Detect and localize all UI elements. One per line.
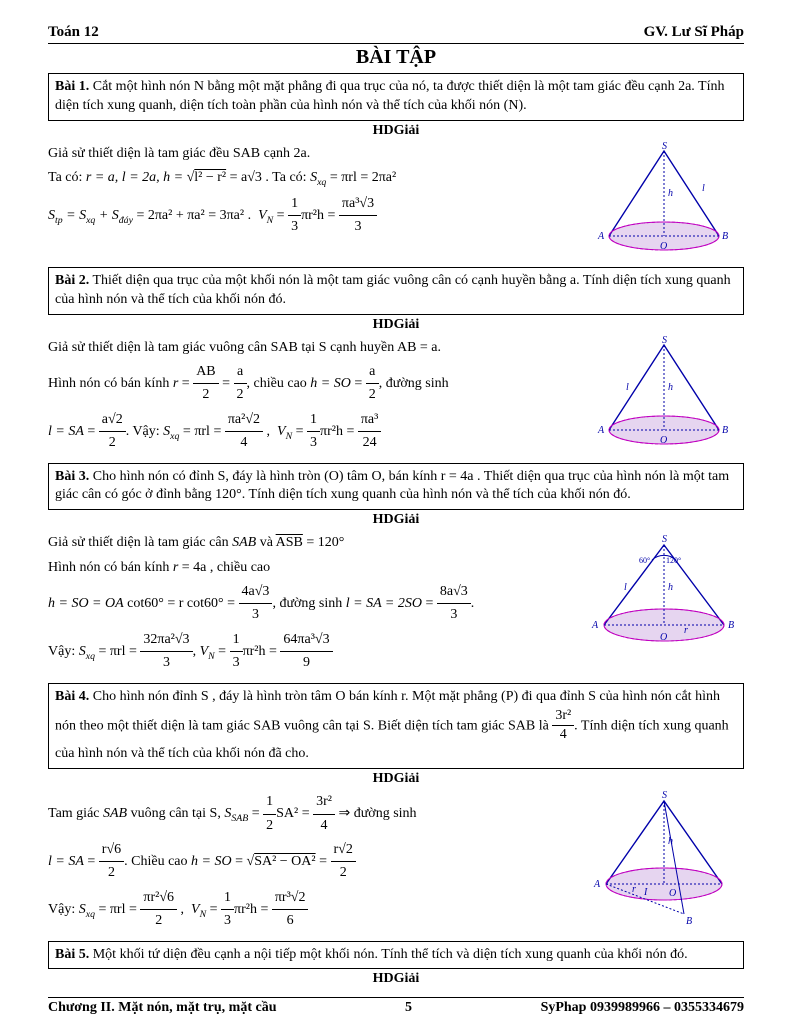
svg-text:60°: 60° [639,556,650,565]
svg-text:B: B [722,425,728,436]
page-title: BÀI TẬP [48,46,744,69]
svg-text:I: I [643,887,648,898]
hdgiai-4: HDGiải [48,771,744,787]
cone-figure-4: S A O h r B I [584,789,744,934]
hdgiai-3: HDGiải [48,512,744,528]
solution-1: Giả sử thiết diện là tam giác đều SAB cạ… [48,141,744,261]
svg-text:l: l [702,183,705,194]
svg-text:A: A [597,231,605,242]
cone-figure-1: S A B O h l [584,141,744,261]
svg-text:r: r [632,884,636,895]
solution-2: Giả sử thiết diện là tam giác vuông cân … [48,335,744,457]
problem-2: Bài 2. Thiết diện qua trục của một khối … [48,267,744,315]
hdgiai-5: HDGiải [48,971,744,987]
svg-text:l: l [626,382,629,393]
solution-3: Giả sử thiết diện là tam giác cân SAB và… [48,530,744,676]
svg-text:S: S [662,534,667,545]
problem-3: Bài 3. Cho hình nón có đỉnh S, đáy là hì… [48,463,744,511]
svg-text:l: l [624,582,627,593]
svg-text:B: B [686,916,692,927]
cone-figure-3: S A B O h l r 60° 120° [584,530,744,655]
problem-5: Bài 5. Một khối tứ diện đều cạnh a nội t… [48,941,744,970]
svg-text:B: B [728,620,734,631]
problem-4: Bài 4. Cho hình nón đỉnh S , đáy là hình… [48,683,744,770]
svg-text:O: O [660,632,667,643]
svg-text:S: S [662,790,667,801]
svg-text:A: A [597,425,605,436]
page-footer: Chương II. Mặt nón, mặt trụ, mặt cầu 5 S… [48,997,744,1016]
svg-text:120°: 120° [666,556,681,565]
svg-text:S: S [662,335,667,346]
hdgiai-1: HDGiải [48,123,744,139]
hdgiai-2: HDGiải [48,317,744,333]
svg-text:O: O [660,241,667,252]
svg-text:h: h [668,188,673,199]
svg-text:h: h [668,836,673,847]
svg-text:O: O [669,888,676,899]
svg-text:h: h [668,382,673,393]
svg-text:r: r [684,625,688,636]
svg-text:B: B [722,231,728,242]
svg-text:A: A [593,879,601,890]
solution-4: Tam giác SAB vuông cân tại S, SSAB = 12S… [48,789,744,934]
svg-text:A: A [591,620,599,631]
svg-text:O: O [660,435,667,446]
cone-figure-2: S A B O h l [584,335,744,455]
svg-text:h: h [668,582,673,593]
header-right: GV. Lư Sĩ Pháp [644,24,744,41]
problem-1: Bài 1. Cắt một hình nón N bằng một mặt p… [48,73,744,121]
header-left: Toán 12 [48,24,99,41]
svg-text:S: S [662,141,667,152]
